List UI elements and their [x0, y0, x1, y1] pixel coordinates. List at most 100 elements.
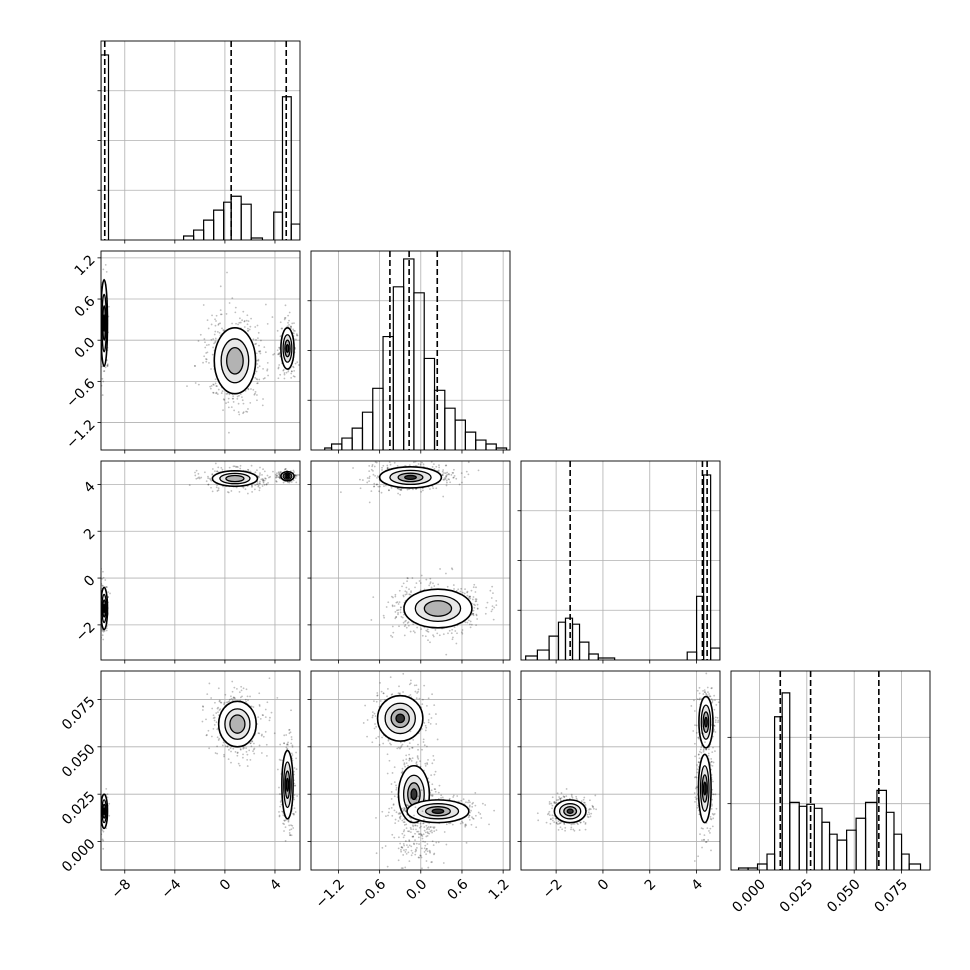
sample-point: [248, 328, 251, 331]
sample-point: [294, 477, 297, 479]
sample-point: [223, 703, 225, 706]
sample-point: [453, 468, 455, 471]
sample-point: [279, 321, 282, 324]
sample-point: [258, 692, 261, 695]
sample-point: [432, 754, 435, 757]
sample-point: [287, 820, 290, 823]
sample-point: [287, 321, 289, 324]
sample-point: [218, 699, 221, 702]
sample-point: [217, 487, 220, 490]
sample-point: [226, 392, 229, 395]
sample-point: [421, 698, 424, 701]
sample-point: [403, 824, 406, 826]
sample-point: [421, 748, 423, 751]
sample-point: [431, 794, 434, 797]
sample-point: [438, 784, 441, 787]
sample-point: [460, 631, 463, 634]
sample-point: [247, 330, 249, 332]
sample-point: [439, 568, 441, 570]
sample-point: [283, 819, 286, 822]
sample-point: [373, 482, 376, 485]
sample-point: [290, 325, 292, 328]
sample-point: [420, 825, 422, 828]
sample-point: [262, 479, 265, 482]
sample-point: [453, 588, 455, 590]
sample-point: [195, 469, 198, 472]
sample-point: [434, 770, 437, 773]
sample-point: [443, 831, 446, 833]
sample-point: [213, 719, 216, 722]
hist-bar: [433, 389, 446, 450]
density-contour: [102, 314, 106, 332]
panel-r2-c2: [517, 460, 721, 664]
sample-point: [226, 491, 229, 493]
sample-point: [220, 392, 223, 394]
sample-point: [405, 762, 408, 764]
sample-point: [425, 828, 428, 831]
sample-point: [217, 687, 220, 690]
sample-point: [461, 632, 464, 635]
sample-point: [259, 718, 262, 720]
sample-point: [207, 343, 210, 346]
sample-point: [220, 701, 223, 704]
sample-point: [227, 701, 229, 703]
sample-point: [266, 701, 269, 704]
sample-point: [471, 803, 474, 805]
sample-point: [207, 477, 210, 480]
sample-point: [442, 469, 445, 471]
sample-point: [194, 365, 196, 367]
sample-point: [413, 684, 416, 687]
sample-point: [216, 470, 219, 473]
sample-point: [407, 624, 410, 627]
sample-point: [399, 741, 402, 744]
sample-point: [405, 804, 408, 807]
sample-point: [277, 366, 280, 369]
sample-point: [261, 733, 263, 736]
sample-point: [411, 577, 414, 579]
sample-point: [414, 631, 416, 634]
sample-point: [375, 817, 377, 819]
sample-point: [396, 464, 399, 467]
sample-point: [437, 583, 440, 586]
sample-point: [392, 596, 394, 599]
sample-point: [231, 690, 234, 693]
sample-point: [398, 812, 401, 814]
sample-point: [468, 596, 470, 599]
sample-point: [397, 692, 400, 695]
sample-point: [433, 827, 435, 829]
sample-point: [425, 726, 428, 729]
sample-point: [406, 580, 408, 583]
sample-point: [492, 618, 495, 621]
sample-point: [264, 477, 266, 480]
sample-point: [232, 401, 235, 403]
sample-point: [433, 830, 436, 833]
sample-point: [368, 480, 370, 482]
sample-point: [408, 747, 411, 750]
sample-point: [290, 738, 293, 741]
sample-point: [435, 713, 437, 715]
hist-bar: [183, 235, 195, 240]
sample-point: [293, 784, 296, 787]
sample-point: [405, 593, 408, 595]
sample-point: [380, 690, 383, 693]
sample-point: [102, 839, 105, 842]
sample-point: [234, 697, 236, 700]
sample-point: [404, 624, 407, 626]
sample-point: [207, 729, 210, 732]
sample-point: [370, 468, 373, 471]
sample-point: [283, 372, 286, 374]
sample-point: [403, 807, 406, 810]
sample-point: [394, 822, 397, 825]
sample-point: [216, 752, 219, 755]
sample-point: [420, 789, 423, 791]
sample-point: [250, 484, 253, 487]
hist-bar: [464, 431, 477, 450]
sample-point: [436, 738, 439, 741]
sample-point: [409, 831, 412, 834]
sample-point: [231, 297, 234, 300]
sample-point: [400, 488, 403, 491]
sample-point: [391, 833, 394, 836]
sample-point: [446, 471, 449, 474]
sample-point: [287, 743, 289, 746]
sample-point: [252, 748, 255, 751]
